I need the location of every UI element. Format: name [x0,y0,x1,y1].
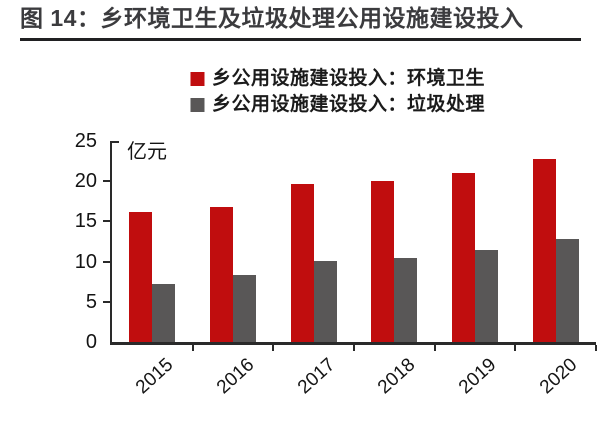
bar-series-0-2015 [129,211,153,342]
y-axis-tick-label: 10 [74,250,97,273]
x-axis-label-2015: 2015 [132,354,178,399]
y-axis-tick [103,220,112,223]
x-axis-label-2020: 2020 [535,354,582,399]
y-axis-top-tick [112,141,119,143]
bar-series-1-2020 [555,239,579,342]
bar-series-0-2020 [532,158,556,342]
bar-group-2018 [354,141,435,342]
legend-item-garbage-disposal: 乡公用设施建设投入：垃圾处理 [189,94,486,115]
x-axis-tick [514,345,517,351]
x-axis-tick [353,345,355,351]
chart-legend: 乡公用设施建设投入：环境卫生 乡公用设施建设投入：垃圾处理 [189,68,486,115]
figure-title: 图 14：乡环境卫生及垃圾处理公用设施建设投入 [20,5,524,31]
x-axis-label-2016: 2016 [212,354,259,399]
bars-layer [112,141,596,342]
x-axis-label-2017: 2017 [293,354,340,399]
figure-title-block: 图 14：乡环境卫生及垃圾处理公用设施建设投入 [20,5,581,41]
legend-item-environmental-sanitation: 乡公用设施建设投入：环境卫生 [189,68,486,89]
y-axis-tick-label: 25 [74,130,97,152]
x-axis-tick [191,345,194,351]
y-axis-tick [103,300,112,303]
plot-area: 亿元 0 5 10 15 20 25 2015 2016 2017 2018 2019 2020 [75,131,597,398]
y-axis-tick-label: 5 [85,290,97,313]
y-axis-unit-label: 亿元 [127,141,167,163]
y-axis-tick [103,260,112,263]
legend-swatch-gray-icon [189,97,204,112]
x-axis-tick [272,345,275,351]
x-axis-tick [595,345,597,351]
y-axis-tick-label: 20 [74,170,97,193]
x-axis-tick [433,345,436,351]
bar-group-2017 [273,141,354,342]
legend-swatch-red-icon [189,71,204,86]
bar-group-2020 [515,141,596,342]
y-axis-tick-label: 0 [85,331,97,353]
bar-series-0-2017 [290,183,314,342]
legend-label-environmental-sanitation: 乡公用设施建设投入：环境卫生 [211,68,486,89]
bar-series-1-2015 [152,284,176,342]
x-axis-label-2018: 2018 [374,354,420,399]
bar-series-1-2019 [475,249,499,342]
bar-series-0-2016 [210,206,233,342]
bar-group-2015 [112,141,193,342]
y-axis-tick [103,180,112,183]
bar-series-0-2019 [452,173,476,342]
bar-series-1-2016 [233,275,256,342]
x-axis-label-2019: 2019 [454,354,501,399]
bar-group-2019 [435,141,516,342]
bar-series-0-2018 [371,181,395,342]
y-axis-tick-label: 15 [74,210,97,233]
bar-group-2016 [193,141,274,342]
bar-series-1-2018 [394,257,418,342]
bar-series-1-2017 [313,260,337,342]
legend-label-garbage-disposal: 乡公用设施建设投入：垃圾处理 [211,94,486,115]
